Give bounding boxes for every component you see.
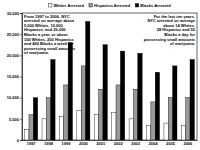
- tick: 2003: [131, 140, 141, 146]
- annotation: For the last ten years,NYC arrested on a…: [144, 14, 196, 47]
- bar: [68, 43, 72, 140]
- tick-mark: [20, 140, 22, 141]
- bar: [190, 60, 194, 140]
- tick: 5,000: [9, 117, 22, 122]
- tick: 10,000: [7, 95, 22, 100]
- x-axis: 1997 1998 1999 2000 2001 2002 2003 2004 2005 2006: [23, 140, 198, 146]
- tick: 2006: [183, 140, 193, 146]
- bar: [46, 98, 50, 140]
- bar: [120, 51, 124, 140]
- tick-mark: [20, 34, 22, 35]
- legend-label: Whites Arrested: [53, 3, 84, 8]
- tick: 1998: [44, 140, 54, 146]
- tick-mark: [20, 13, 22, 14]
- tick-label: 2003: [131, 141, 141, 146]
- axis-line: [20, 14, 23, 141]
- bar: [99, 89, 103, 140]
- legend-label: Blacks Arrested: [140, 3, 171, 8]
- tick-label: 2005: [166, 141, 176, 146]
- annotation: From 1997 to 2006, NYCarrested on averag…: [24, 14, 76, 56]
- tick: 2002: [114, 140, 124, 146]
- tick-mark: [20, 98, 22, 99]
- annotation-line: of marijuana.: [170, 41, 195, 46]
- legend-item: Whites Arrested: [48, 3, 84, 8]
- tick: 15,000: [7, 74, 22, 79]
- bar: [77, 110, 81, 140]
- y-axis: 0 5,000 10,000 15,000 20,000 25,000 30,000: [7, 11, 23, 143]
- tick: 2000: [79, 140, 89, 146]
- tick-label: 2002: [114, 141, 124, 146]
- tick-mark: [20, 55, 22, 56]
- tick: 2001: [96, 140, 106, 146]
- bar: [133, 89, 137, 140]
- tick-label: 30,000: [7, 11, 20, 16]
- bar: [181, 125, 185, 140]
- chart-svg: 0 5,000 10,000 15,000 20,000 25,000 30,000 1997…: [0, 0, 200, 150]
- tick-mark: [20, 77, 22, 78]
- plot-frame: [22, 13, 197, 140]
- legend-swatch: [89, 4, 93, 8]
- bar: [168, 98, 172, 140]
- legend-label: Hispanics Arrested: [94, 3, 131, 8]
- bar: [42, 119, 46, 140]
- tick-label: 25,000: [7, 32, 20, 37]
- tick-label: 1997: [27, 141, 37, 146]
- chart-container: 0 5,000 10,000 15,000 20,000 25,000 30,000 1997…: [0, 0, 200, 150]
- bar: [86, 21, 90, 140]
- bar: [116, 85, 120, 140]
- bar: [186, 98, 190, 140]
- bar: [164, 123, 168, 140]
- tick-label: 0: [17, 138, 20, 143]
- tick: 25,000: [7, 32, 22, 37]
- bar: [147, 125, 151, 140]
- bar: [138, 53, 142, 140]
- tick-label: 2004: [149, 141, 159, 146]
- tick: 20,000: [7, 53, 22, 58]
- bar: [103, 45, 107, 140]
- tick-label: 10,000: [7, 95, 20, 100]
- tick: 1997: [27, 140, 37, 146]
- legend-swatch: [48, 4, 52, 8]
- bar: [29, 115, 33, 140]
- tick-label: 1998: [44, 141, 54, 146]
- tick-label: 1999: [62, 141, 72, 146]
- annotation-line: of marijuana.: [24, 50, 49, 55]
- bar: [151, 102, 155, 140]
- bar: [64, 85, 68, 140]
- bar: [129, 119, 133, 140]
- bar: [94, 115, 98, 140]
- bar: [33, 98, 37, 140]
- tick-mark: [20, 119, 22, 120]
- tick-label: 2006: [183, 141, 193, 146]
- tick: 30,000: [7, 11, 22, 16]
- tick-label: 5,000: [9, 117, 20, 122]
- tick: 2004: [149, 140, 159, 146]
- bar: [81, 66, 85, 140]
- bar: [112, 112, 116, 140]
- tick: 2005: [166, 140, 176, 146]
- tick-label: 2000: [79, 141, 89, 146]
- legend-item: Hispanics Arrested: [89, 3, 131, 8]
- tick: 0: [17, 138, 22, 143]
- tick-label: 15,000: [7, 74, 20, 79]
- tick-label: 20,000: [7, 53, 20, 58]
- tick: 1999: [62, 140, 72, 146]
- bar: [155, 72, 159, 140]
- legend: Whites Arrested Hispanics Arrested Blacks …: [48, 3, 171, 8]
- tick-label: 2001: [96, 141, 106, 146]
- bar: [59, 117, 63, 140]
- bar: [51, 60, 55, 140]
- bar: [25, 129, 29, 140]
- bar: [173, 66, 177, 140]
- legend-item: Blacks Arrested: [135, 3, 171, 8]
- legend-swatch: [135, 4, 139, 8]
